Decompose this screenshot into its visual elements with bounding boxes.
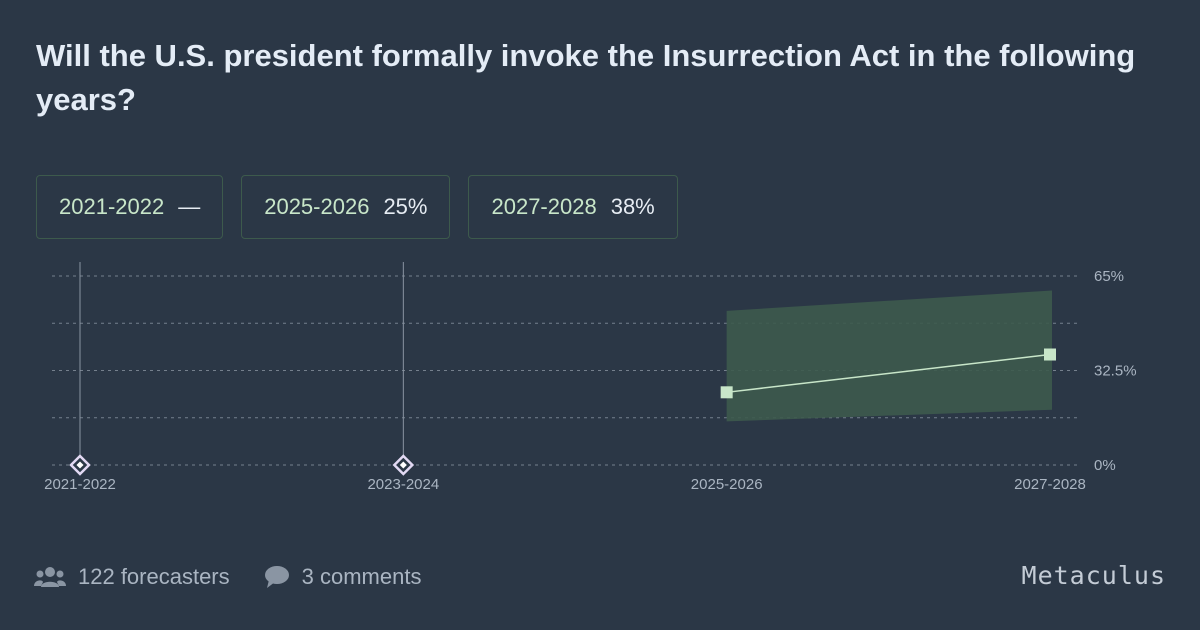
resolved-no-marker-dot <box>76 461 84 469</box>
y-tick-label: 32.5% <box>1094 363 1137 380</box>
forecast-point <box>1044 348 1056 361</box>
legend-chip-value: — <box>178 194 201 219</box>
x-tick-label: 2021-2022 <box>44 476 116 493</box>
comment-icon <box>264 566 289 588</box>
x-tick-label: 2025-2026 <box>691 476 763 493</box>
forecasters-label: 122 forecasters <box>78 564 230 589</box>
footer: 122 forecasters 3 comments <box>34 564 421 590</box>
legend-chip-2027-2028[interactable]: 2027-2028 38% <box>468 175 678 239</box>
forecasters-count: 122 forecasters <box>34 564 230 590</box>
forecast-point <box>720 386 733 399</box>
comments-count[interactable]: 3 comments <box>264 564 422 590</box>
legend-chip-label: 2027-2028 <box>491 194 597 219</box>
y-tick-label: 65% <box>1094 268 1124 285</box>
legend-chip-label: 2021-2022 <box>59 194 165 219</box>
legend: 2021-2022 — 2025-2026 25% 2027-2028 38% <box>36 175 678 239</box>
metaculus-logo: Metaculus <box>1021 561 1166 590</box>
y-tick-label: 0% <box>1094 457 1116 474</box>
legend-chip-label: 2025-2026 <box>264 194 370 219</box>
users-icon <box>34 567 66 587</box>
legend-chip-2021-2022[interactable]: 2021-2022 — <box>36 175 224 239</box>
question-title: Will the U.S. president formally invoke … <box>36 38 1136 117</box>
legend-chip-2025-2026[interactable]: 2025-2026 25% <box>241 175 451 239</box>
uncertainty-band <box>726 290 1052 422</box>
resolved-no-marker-dot <box>399 461 407 469</box>
x-tick-label: 2027-2028 <box>1014 476 1086 493</box>
legend-chip-value: 38% <box>610 194 655 219</box>
forecast-line <box>726 353 1051 394</box>
legend-chip-value: 25% <box>383 194 428 219</box>
x-tick-label: 2023-2024 <box>367 476 439 493</box>
comments-label: 3 comments <box>301 564 422 589</box>
